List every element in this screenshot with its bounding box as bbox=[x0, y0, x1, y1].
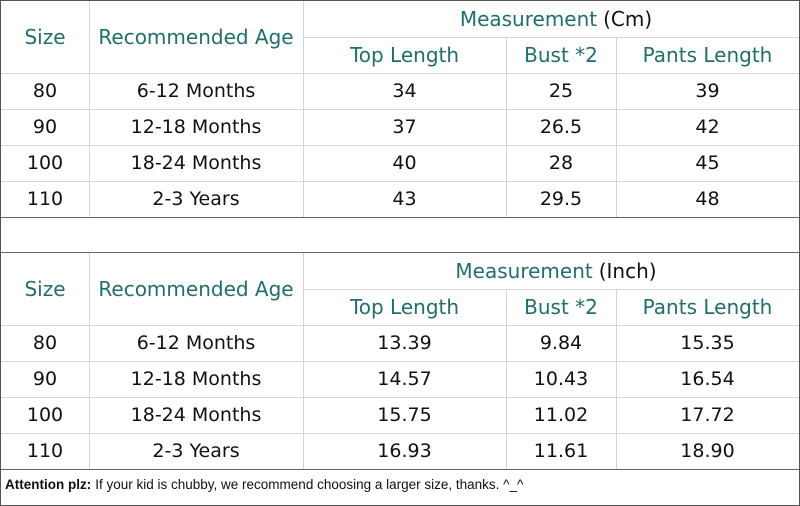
size-table: Size Recommended Age Measurement (Inch) Top … bbox=[1, 252, 799, 470]
note-text: If your kid is chubby, we recommend choo… bbox=[95, 477, 524, 492]
table-cell: 6-12 Months bbox=[136, 332, 256, 354]
header-cell: Size bbox=[24, 25, 66, 49]
col-line bbox=[303, 1, 304, 217]
table-cell: 11.61 bbox=[533, 440, 589, 462]
table-cell: 40 bbox=[392, 152, 417, 174]
row-line bbox=[1, 109, 799, 110]
table-cell: 18.90 bbox=[680, 440, 735, 462]
table-cell: 29.5 bbox=[539, 188, 583, 210]
header-cell: Pants Length bbox=[642, 43, 773, 67]
group-unit: (Cm) bbox=[603, 7, 653, 31]
table-cell: 6-12 Months bbox=[136, 80, 256, 102]
header-cell: Top Length bbox=[349, 295, 460, 319]
table-cell: 45 bbox=[695, 152, 720, 174]
table-cell: 26.5 bbox=[539, 116, 583, 138]
header-cell: Top Length bbox=[349, 43, 460, 67]
col-line bbox=[506, 37, 507, 217]
table-cell: 14.57 bbox=[377, 368, 432, 390]
col-line bbox=[89, 253, 90, 469]
group-unit: (Inch) bbox=[598, 259, 657, 283]
col-line bbox=[89, 1, 90, 217]
table-cell: 12-18 Months bbox=[130, 368, 262, 390]
row-line bbox=[1, 433, 799, 434]
table-cell: 110 bbox=[26, 440, 64, 462]
table-cell: 12-18 Months bbox=[130, 116, 262, 138]
group-header: Measurement (Inch) bbox=[303, 253, 799, 289]
table-cell: 90 bbox=[32, 368, 58, 390]
row-line bbox=[1, 361, 799, 362]
row-line bbox=[303, 289, 799, 290]
table-cell: 80 bbox=[32, 332, 58, 354]
table-cell: 37 bbox=[392, 116, 417, 138]
note: Attention plz: If your kid is chubby, we … bbox=[5, 477, 523, 492]
row-line bbox=[1, 73, 799, 74]
col-line bbox=[303, 253, 304, 469]
table-cell: 28 bbox=[548, 152, 574, 174]
table-cell: 2-3 Years bbox=[152, 188, 240, 210]
table-cell: 16.93 bbox=[377, 440, 432, 462]
header-cell: Recommended Age bbox=[98, 277, 294, 301]
table-cell: 80 bbox=[32, 80, 58, 102]
table-cell: 42 bbox=[695, 116, 720, 138]
table-cell: 18-24 Months bbox=[130, 152, 262, 174]
table-cell: 15.75 bbox=[377, 404, 432, 426]
group-title: Measurement bbox=[455, 259, 593, 283]
col-line bbox=[506, 289, 507, 469]
table-cell: 110 bbox=[26, 188, 64, 210]
header-cell: Pants Length bbox=[642, 295, 773, 319]
table-cell: 9.84 bbox=[539, 332, 583, 354]
col-line bbox=[616, 289, 617, 469]
header-cell: Recommended Age bbox=[98, 25, 294, 49]
table-cell: 34 bbox=[392, 80, 417, 102]
col-line bbox=[616, 37, 617, 217]
header-cell: Size bbox=[24, 277, 66, 301]
table-cell: 39 bbox=[695, 80, 720, 102]
header-cell: Bust *2 bbox=[524, 43, 598, 67]
table-cell: 18-24 Months bbox=[130, 404, 262, 426]
table-cell: 25 bbox=[548, 80, 574, 102]
header-cell: Bust *2 bbox=[524, 295, 598, 319]
row-line bbox=[1, 181, 799, 182]
table-cell: 15.35 bbox=[680, 332, 735, 354]
table-cell: 11.02 bbox=[533, 404, 589, 426]
table-cell: 2-3 Years bbox=[152, 440, 240, 462]
table-cell: 17.72 bbox=[680, 404, 735, 426]
table-cell: 100 bbox=[26, 404, 64, 426]
table-cell: 13.39 bbox=[377, 332, 432, 354]
group-header: Measurement (Cm) bbox=[303, 1, 799, 37]
row-line bbox=[1, 397, 799, 398]
row-line bbox=[303, 37, 799, 38]
table-cell: 48 bbox=[695, 188, 720, 210]
group-title: Measurement bbox=[459, 7, 598, 31]
row-line bbox=[1, 325, 799, 326]
table-cell: 100 bbox=[26, 152, 64, 174]
table-cell: 90 bbox=[32, 116, 58, 138]
table-cell: 16.54 bbox=[680, 368, 735, 390]
size-table: Size Recommended Age Measurement (Cm) Top Le… bbox=[1, 1, 799, 218]
note-label: Attention plz: bbox=[5, 477, 92, 492]
table-cell: 10.43 bbox=[533, 368, 589, 390]
row-line bbox=[1, 145, 799, 146]
table-cell: 43 bbox=[392, 188, 417, 210]
